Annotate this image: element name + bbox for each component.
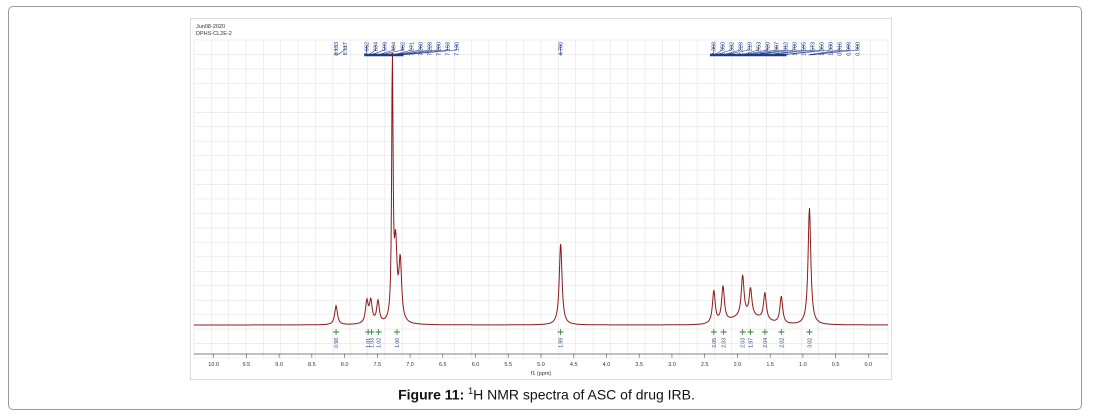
x-tick-label: 9.0 (275, 362, 283, 368)
peak-label: 2.368 (711, 42, 717, 56)
peak-label-connector (810, 49, 858, 56)
x-tick-label: 7.5 (373, 362, 381, 368)
peak-label: 7.271 (410, 42, 416, 56)
peak-label: 7.200 (437, 42, 443, 56)
integral-value: 2.02 (779, 338, 785, 348)
caption-superscript: 1 (468, 386, 474, 396)
peak-label: 1.573 (810, 42, 816, 56)
x-tick-label: 6.0 (472, 362, 480, 368)
integral-value: 1.01 (366, 338, 372, 348)
peak-label: 0.880 (855, 42, 861, 56)
x-tick-label: 4.5 (570, 362, 578, 368)
peak-label: 8.117 (343, 42, 349, 55)
x-axis-label: f1 (ppm) (531, 371, 552, 377)
figure-label: Figure 11: (398, 386, 465, 403)
x-tick-label: 3.0 (668, 362, 676, 368)
x-tick-label: 1.5 (766, 362, 774, 368)
x-tick-label: 1.0 (799, 362, 807, 368)
peak-label-group: 8.133 8.117 7.662 7.634 7.598 7.494 7.462 7.271… (334, 42, 861, 57)
integral-value: 2.03 (741, 338, 747, 348)
peak-label: 2.332 (729, 42, 735, 56)
x-tick-label: 9.5 (243, 362, 251, 368)
peak-label: 7.598 (383, 42, 389, 56)
x-tick-label: 10.0 (208, 362, 219, 368)
integral-value: 1.03 (369, 338, 375, 348)
x-tick-label: 2.0 (734, 362, 742, 368)
peak-label-connector (396, 49, 439, 56)
caption-text: H NMR spectra of ASC of drug IRB. (473, 386, 695, 403)
peak-label-connector (336, 49, 346, 56)
x-tick-label: 2.5 (701, 362, 709, 368)
peak-label: 1.812 (783, 42, 789, 56)
peak-label: 7.260 (419, 42, 425, 56)
peak-label-connector (401, 49, 457, 56)
integral-value: 2.04 (763, 338, 769, 348)
x-tick-label: 0.5 (832, 362, 840, 368)
peak-label: 1.780 (792, 42, 798, 56)
nmr-spectrum-plot: 8.133 8.117 7.662 7.634 7.598 7.494 7.462 7.271… (190, 18, 892, 380)
peak-label: 1.920 (765, 42, 771, 56)
peak-label: 1.350 (819, 42, 825, 56)
integral-group: 0.98 1.011.03 1.02 1.00 1.99 2.05 2.03 2.03 1.97… (333, 329, 813, 348)
spectrum-group (194, 52, 888, 326)
x-tick-label: 7.0 (406, 362, 414, 368)
peak-label: 7.494 (392, 42, 398, 56)
peak-label: 1.595 (801, 42, 807, 56)
integral-value: 1.02 (377, 338, 383, 348)
peak-label: 1.330 (828, 42, 834, 56)
peak-label: 0.898 (846, 42, 852, 56)
integral-value: 2.05 (712, 338, 718, 348)
peak-label: 1.887 (774, 42, 780, 56)
x-tick-label: 8.0 (341, 362, 349, 368)
peak-label: 7.662 (365, 42, 371, 56)
peak-label: 7.130 (455, 42, 461, 56)
integral-value: 0.98 (334, 338, 340, 348)
peak-label: 7.462 (401, 42, 407, 56)
integral-value: 1.99 (559, 338, 565, 348)
x-tick-label: 0.0 (865, 362, 873, 368)
figure-caption: Figure 11: 1H NMR spectra of ASC of drug… (0, 386, 1093, 403)
peak-label: 4.700 (559, 42, 565, 56)
peak-label: 7.634 (374, 42, 380, 56)
x-tick-label: 4.0 (603, 362, 611, 368)
integral-value: 1.97 (749, 338, 755, 348)
spectrum-line (194, 52, 888, 326)
plot-date: Jun08-2020 (196, 24, 225, 30)
peak-label: 7.158 (446, 42, 452, 56)
x-tick-label: 6.5 (439, 362, 447, 368)
peak-label-connector (781, 49, 831, 56)
x-tick-label: 3.5 (635, 362, 643, 368)
integral-value: 1.00 (395, 338, 401, 348)
integral-value: 2.03 (722, 338, 728, 348)
grid-lines (193, 39, 889, 359)
peak-label: 8.133 (334, 42, 340, 56)
peak-label: 2.210 (747, 42, 753, 56)
x-tick-label: 5.0 (537, 362, 545, 368)
peak-label: 1.953 (756, 42, 762, 56)
x-axis: 10.0 9.5 9.0 8.5 8.0 7.5 7.0 6.5 6.0 5.5 5.0 4.5 4.0… (194, 353, 888, 368)
peak-label: 7.228 (428, 42, 434, 56)
peak-label-connector (808, 49, 840, 56)
plot-solvent: DPHS-CL2E-2 (196, 31, 232, 37)
integral-value: 3.02 (807, 338, 813, 348)
x-tick-label: 5.5 (504, 362, 512, 368)
peak-label: 2.228 (738, 42, 744, 56)
peak-label: 0.916 (837, 42, 843, 56)
peak-label: 2.350 (720, 42, 726, 56)
x-tick-label: 8.5 (308, 362, 316, 368)
